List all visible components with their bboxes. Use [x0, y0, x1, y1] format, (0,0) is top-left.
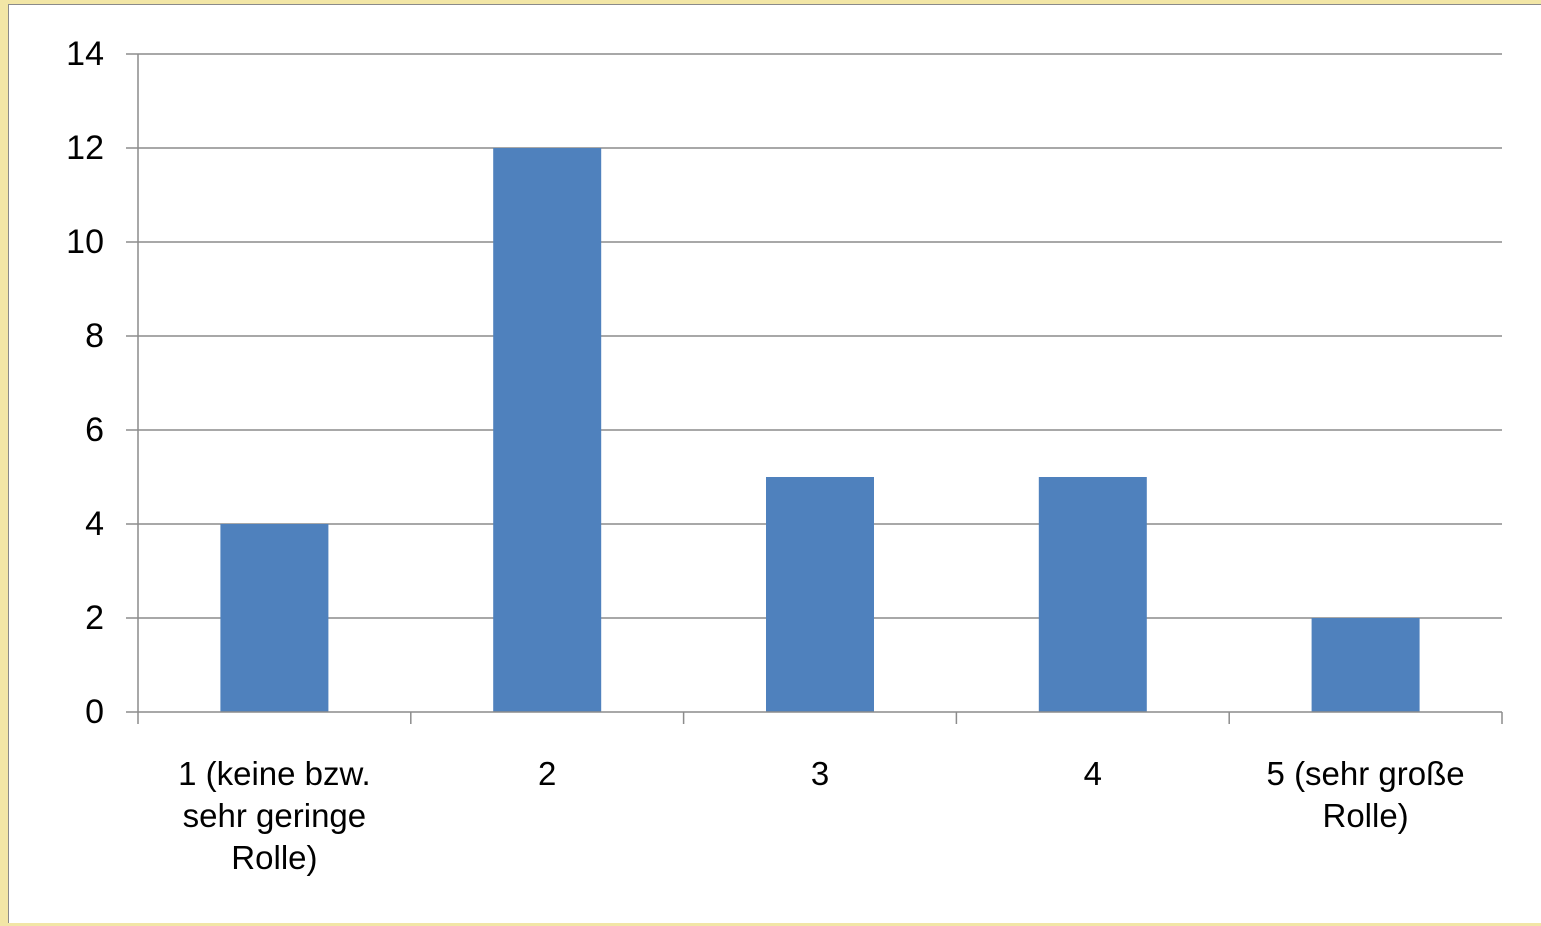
y-tick-label: 4	[85, 505, 104, 543]
x-category-label-line: 1 (keine bzw.	[178, 755, 371, 792]
x-category-label-line: Rolle)	[231, 839, 317, 876]
axes	[126, 53, 1503, 724]
y-tick-label: 14	[66, 35, 104, 73]
y-tick-label: 8	[85, 317, 104, 355]
bar	[1038, 477, 1147, 712]
bars	[220, 148, 1420, 712]
bar	[493, 148, 602, 712]
x-category-label-line: 3	[811, 755, 829, 792]
y-tick-label: 2	[85, 599, 104, 637]
x-category-label: 2	[538, 755, 556, 792]
x-category-label-line: 2	[538, 755, 556, 792]
y-tick-label: 6	[85, 411, 104, 449]
x-category-label: 4	[1084, 755, 1102, 792]
y-tick-label: 0	[85, 693, 104, 731]
bar	[1311, 618, 1420, 712]
x-category-label-line: 4	[1084, 755, 1102, 792]
x-category-label-line: 5 (sehr große	[1267, 755, 1465, 792]
bar	[220, 524, 329, 712]
y-tick-label: 12	[66, 129, 104, 167]
y-tick-label: 10	[66, 223, 104, 261]
y-axis-tick-labels: 0 2 4 6 8 10 12 14	[66, 35, 104, 731]
x-category-label: 3	[811, 755, 829, 792]
x-category-label: 5 (sehr große Rolle)	[1267, 755, 1465, 834]
x-axis-category-labels: 1 (keine bzw. sehr geringe Rolle) 2 3 4 5 (seh…	[178, 755, 1465, 876]
x-category-label-line: Rolle)	[1322, 797, 1408, 834]
bar	[766, 477, 874, 712]
x-category-label-line: sehr geringe	[183, 797, 366, 834]
x-category-label: 1 (keine bzw. sehr geringe Rolle)	[178, 755, 371, 876]
